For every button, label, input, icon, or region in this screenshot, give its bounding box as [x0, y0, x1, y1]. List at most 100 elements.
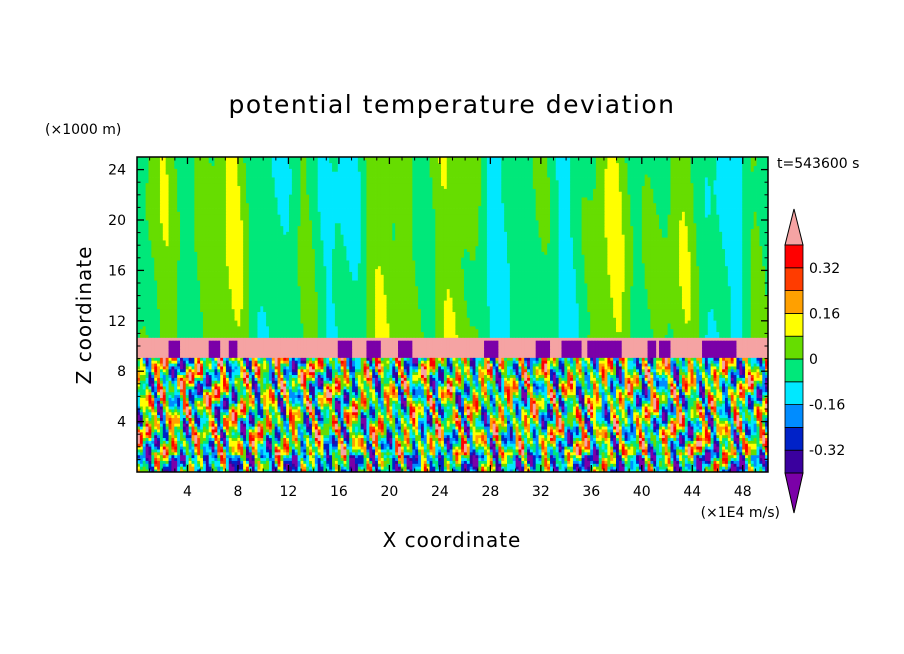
field-cell	[541, 461, 544, 464]
field-cell	[716, 443, 719, 446]
field-cell	[341, 455, 344, 458]
field-cell	[725, 452, 728, 455]
field-cell	[183, 466, 186, 469]
field-cell	[240, 452, 243, 455]
field-cell	[260, 423, 263, 426]
field-cell	[559, 438, 562, 441]
field-cell	[473, 418, 476, 421]
field-cell	[160, 432, 163, 435]
field-cell	[596, 461, 599, 464]
field-cell	[214, 461, 217, 464]
field-cell	[593, 423, 596, 426]
field-cell	[226, 452, 229, 455]
field-cell	[656, 449, 659, 452]
field-cell	[582, 415, 585, 418]
field-cell	[361, 461, 364, 464]
field-cell	[627, 441, 630, 444]
field-cell	[576, 418, 579, 421]
field-cell	[148, 420, 151, 423]
field-cell	[418, 406, 421, 409]
field-cell	[154, 418, 157, 421]
field-cell	[151, 449, 154, 452]
field-cell	[573, 443, 576, 446]
field-cell	[481, 463, 484, 466]
field-cell	[209, 409, 212, 412]
field-cell	[209, 415, 212, 418]
field-cell	[189, 420, 192, 423]
field-cell	[160, 423, 163, 426]
field-cell	[648, 409, 651, 412]
field-cell	[754, 458, 757, 461]
field-cell	[447, 423, 450, 426]
field-cell	[513, 446, 516, 449]
field-cell	[289, 418, 292, 421]
field-cell	[174, 415, 177, 418]
field-cell	[226, 435, 229, 438]
field-cell	[200, 415, 203, 418]
field-cell	[151, 429, 154, 432]
field-cell	[533, 426, 536, 429]
field-cell	[553, 452, 556, 455]
field-cell	[384, 418, 387, 421]
field-cell	[501, 409, 504, 412]
field-cell	[455, 432, 458, 435]
field-cell	[146, 449, 149, 452]
field-cell	[645, 418, 648, 421]
field-cell	[200, 458, 203, 461]
field-cell	[751, 446, 754, 449]
field-cell	[622, 441, 625, 444]
field-cell	[473, 432, 476, 435]
field-cell	[151, 432, 154, 435]
field-cell	[481, 415, 484, 418]
field-cell	[541, 458, 544, 461]
field-cell	[352, 429, 355, 432]
field-cell	[163, 452, 166, 455]
field-cell	[349, 415, 352, 418]
field-cell	[493, 426, 496, 429]
field-cell	[427, 426, 430, 429]
field-cell	[349, 449, 352, 452]
field-cell	[143, 461, 146, 464]
field-cell	[475, 429, 478, 432]
field-cell	[335, 418, 338, 421]
field-cell	[501, 420, 504, 423]
field-cell	[613, 458, 616, 461]
field-cell	[470, 449, 473, 452]
field-cell	[318, 452, 321, 455]
field-cell	[421, 418, 424, 421]
field-cell	[679, 423, 682, 426]
field-cell	[579, 412, 582, 415]
field-cell	[332, 455, 335, 458]
field-cell	[622, 443, 625, 446]
field-cell	[541, 455, 544, 458]
field-cell	[326, 458, 329, 461]
field-cell	[539, 458, 542, 461]
field-cell	[243, 418, 246, 421]
field-cell	[731, 420, 734, 423]
field-cell	[610, 438, 613, 441]
field-cell	[183, 426, 186, 429]
field-cell	[567, 441, 570, 444]
field-cell	[212, 452, 215, 455]
field-cell	[295, 461, 298, 464]
field-cell	[157, 441, 160, 444]
field-cell	[693, 455, 696, 458]
field-cell	[318, 461, 321, 464]
field-cell	[166, 463, 169, 466]
field-cell	[461, 443, 464, 446]
field-cell	[369, 423, 372, 426]
field-cell	[521, 463, 524, 466]
field-cell	[613, 466, 616, 469]
field-cell	[355, 429, 358, 432]
field-cell	[424, 406, 427, 409]
field-cell	[444, 441, 447, 444]
field-cell	[300, 432, 303, 435]
field-cell	[498, 412, 501, 415]
field-cell	[263, 452, 266, 455]
field-cell	[570, 441, 573, 444]
field-cell	[235, 420, 238, 423]
field-cell	[590, 432, 593, 435]
field-cell	[561, 455, 564, 458]
field-cell	[648, 415, 651, 418]
field-cell	[269, 443, 272, 446]
